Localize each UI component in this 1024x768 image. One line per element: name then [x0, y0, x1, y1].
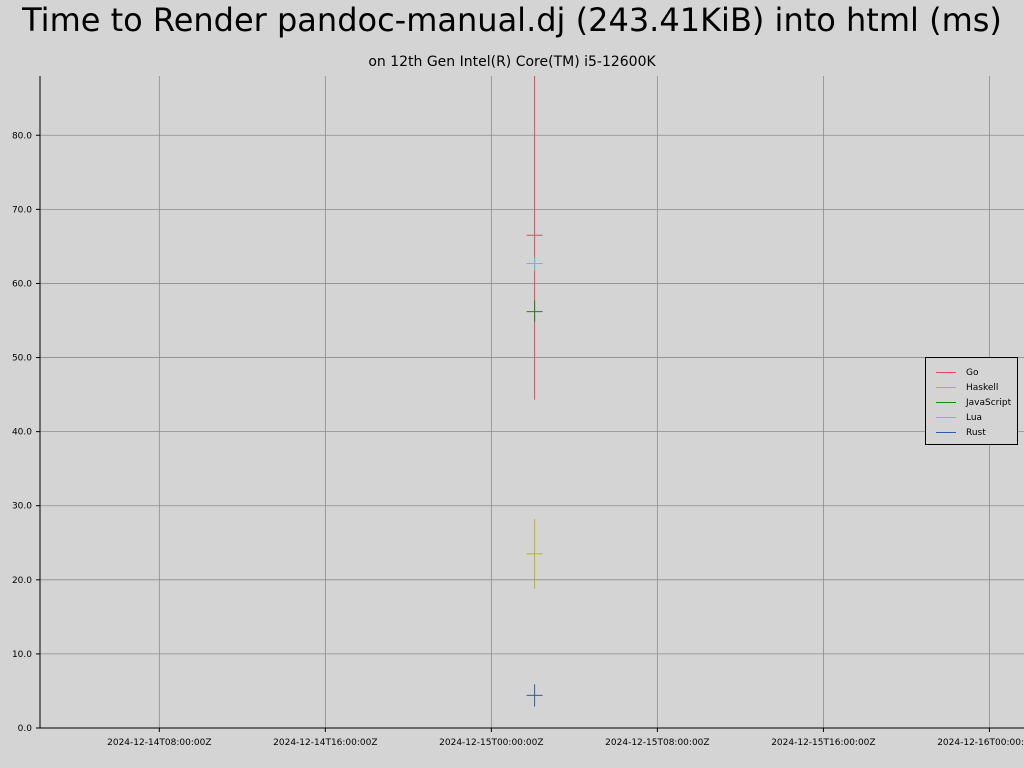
tick-labels: 2024-12-14T08:00:00Z 2024-12-14T16:00:00Z… — [12, 131, 1024, 748]
legend-swatch — [936, 432, 956, 433]
series-go — [526, 76, 543, 400]
legend-label: Lua — [966, 412, 983, 423]
x-tick-label: 2024-12-15T00:00:00Z — [439, 738, 543, 748]
x-tick-label: 2024-12-15T08:00:00Z — [605, 738, 709, 748]
y-tick-label: 10.0 — [12, 650, 32, 660]
legend-swatch — [936, 387, 956, 388]
legend-swatch — [936, 372, 956, 373]
series-javascript — [526, 300, 543, 322]
y-tick-label: 30.0 — [12, 502, 32, 512]
legend-item-lua: Lua — [926, 410, 1017, 425]
y-tick-label: 0.0 — [18, 724, 33, 734]
legend-label: Go — [966, 367, 979, 378]
grid-lines — [40, 76, 1024, 728]
legend-item-rust: Rust — [926, 425, 1017, 440]
legend-item-javascript: JavaScript — [926, 395, 1017, 410]
y-tick-label: 40.0 — [12, 428, 32, 438]
x-tick-label: 2024-12-14T16:00:00Z — [273, 738, 377, 748]
legend-swatch — [936, 402, 956, 403]
legend-swatch — [936, 417, 956, 418]
x-tick-label: 2024-12-16T00:00:00Z — [937, 738, 1024, 748]
y-tick-label: 50.0 — [12, 354, 32, 364]
series-lua — [526, 257, 543, 271]
data-series — [526, 76, 543, 707]
chart-subtitle: on 12th Gen Intel(R) Core(TM) i5-12600K — [368, 54, 656, 70]
y-tick-label: 60.0 — [12, 279, 32, 289]
legend-label: Haskell — [966, 382, 999, 393]
chart-legend: Go Haskell JavaScript Lua Rust — [925, 357, 1018, 445]
series-haskell — [526, 519, 543, 589]
y-tick-label: 70.0 — [12, 205, 32, 215]
legend-label: JavaScript — [966, 397, 1012, 408]
x-tick-label: 2024-12-14T08:00:00Z — [107, 738, 211, 748]
y-tick-label: 80.0 — [12, 131, 32, 141]
legend-label: Rust — [966, 427, 986, 438]
x-tick-label: 2024-12-15T16:00:00Z — [771, 738, 875, 748]
series-rust — [526, 684, 543, 707]
legend-item-haskell: Haskell — [926, 380, 1017, 395]
y-tick-label: 20.0 — [12, 576, 32, 586]
legend-item-go: Go — [926, 365, 1017, 380]
chart-title: Time to Render pandoc-manual.dj (243.41K… — [22, 1, 1002, 39]
axes — [36, 76, 1024, 732]
